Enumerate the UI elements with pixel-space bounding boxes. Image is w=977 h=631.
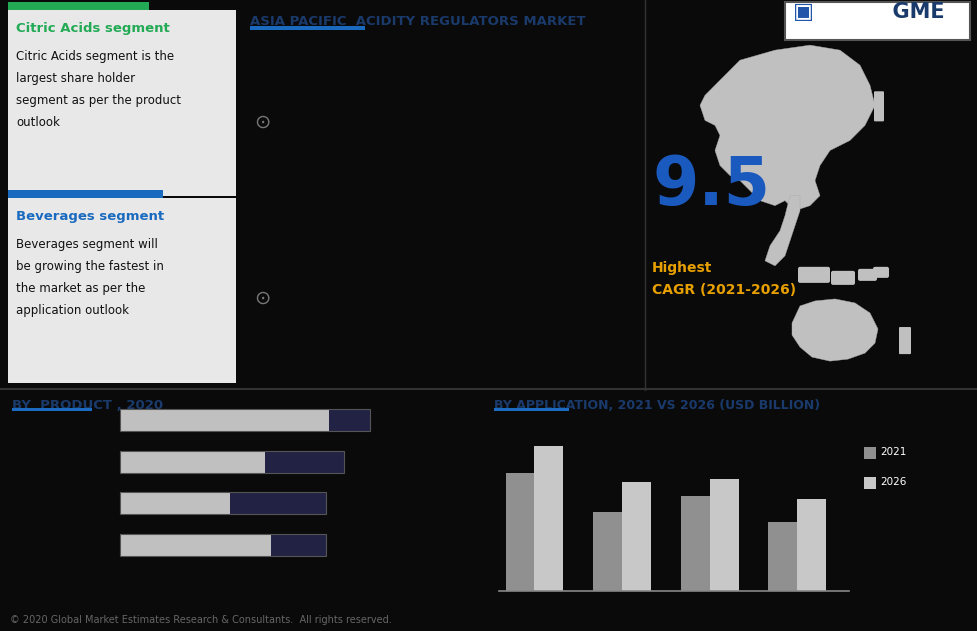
Polygon shape (792, 299, 878, 361)
FancyBboxPatch shape (505, 473, 534, 591)
Text: BY  PRODUCT , 2020: BY PRODUCT , 2020 (12, 399, 163, 412)
Polygon shape (700, 45, 875, 211)
Text: 2026: 2026 (880, 477, 907, 487)
FancyBboxPatch shape (873, 267, 889, 278)
FancyBboxPatch shape (798, 267, 830, 283)
Text: ASIA PACIFIC  ACIDITY REGULATORS MARKET: ASIA PACIFIC ACIDITY REGULATORS MARKET (250, 15, 585, 28)
FancyBboxPatch shape (768, 522, 797, 591)
Text: Highest: Highest (652, 261, 712, 275)
Text: © 2020 Global Market Estimates Research & Consultants.  All rights reserved.: © 2020 Global Market Estimates Research … (10, 615, 392, 625)
FancyBboxPatch shape (785, 2, 970, 40)
FancyBboxPatch shape (271, 534, 326, 557)
Text: Beverages segment: Beverages segment (16, 209, 164, 223)
FancyBboxPatch shape (120, 451, 266, 473)
FancyBboxPatch shape (534, 446, 564, 591)
FancyBboxPatch shape (329, 410, 369, 431)
Text: ▣: ▣ (793, 2, 814, 22)
FancyBboxPatch shape (120, 410, 329, 431)
FancyBboxPatch shape (120, 534, 271, 557)
FancyBboxPatch shape (874, 91, 884, 121)
FancyBboxPatch shape (8, 10, 236, 196)
Text: ⊙: ⊙ (254, 288, 271, 307)
FancyBboxPatch shape (8, 2, 149, 10)
FancyBboxPatch shape (709, 479, 739, 591)
FancyBboxPatch shape (250, 26, 365, 30)
Text: GME: GME (878, 2, 945, 22)
FancyBboxPatch shape (831, 271, 855, 285)
Text: application outlook: application outlook (16, 304, 129, 317)
Text: outlook: outlook (16, 116, 60, 129)
FancyBboxPatch shape (899, 327, 911, 354)
Text: Citric Acids segment is the: Citric Acids segment is the (16, 50, 174, 63)
FancyBboxPatch shape (266, 451, 344, 473)
Polygon shape (765, 196, 800, 266)
Text: Citric Acids segment: Citric Acids segment (16, 22, 170, 35)
FancyBboxPatch shape (681, 495, 709, 591)
FancyBboxPatch shape (864, 477, 876, 489)
Text: be growing the fastest in: be growing the fastest in (16, 260, 164, 273)
Text: ⊙: ⊙ (254, 113, 271, 132)
Text: BY APPLICATION, 2021 VS 2026 (USD BILLION): BY APPLICATION, 2021 VS 2026 (USD BILLIO… (493, 399, 820, 412)
Text: CAGR (2021-2026): CAGR (2021-2026) (652, 283, 796, 297)
FancyBboxPatch shape (493, 408, 569, 411)
FancyBboxPatch shape (593, 512, 622, 591)
Text: 9.5: 9.5 (652, 153, 770, 218)
FancyBboxPatch shape (8, 198, 236, 383)
Text: segment as per the product: segment as per the product (16, 94, 181, 107)
FancyBboxPatch shape (864, 447, 876, 459)
Text: 2021: 2021 (880, 447, 907, 457)
FancyBboxPatch shape (8, 189, 163, 198)
Text: largest share holder: largest share holder (16, 72, 135, 85)
FancyBboxPatch shape (12, 408, 92, 411)
Text: the market as per the: the market as per the (16, 282, 146, 295)
Text: Beverages segment will: Beverages segment will (16, 238, 158, 251)
FancyBboxPatch shape (797, 499, 827, 591)
FancyBboxPatch shape (120, 492, 231, 514)
FancyBboxPatch shape (858, 269, 877, 281)
FancyBboxPatch shape (231, 492, 326, 514)
FancyBboxPatch shape (622, 483, 651, 591)
